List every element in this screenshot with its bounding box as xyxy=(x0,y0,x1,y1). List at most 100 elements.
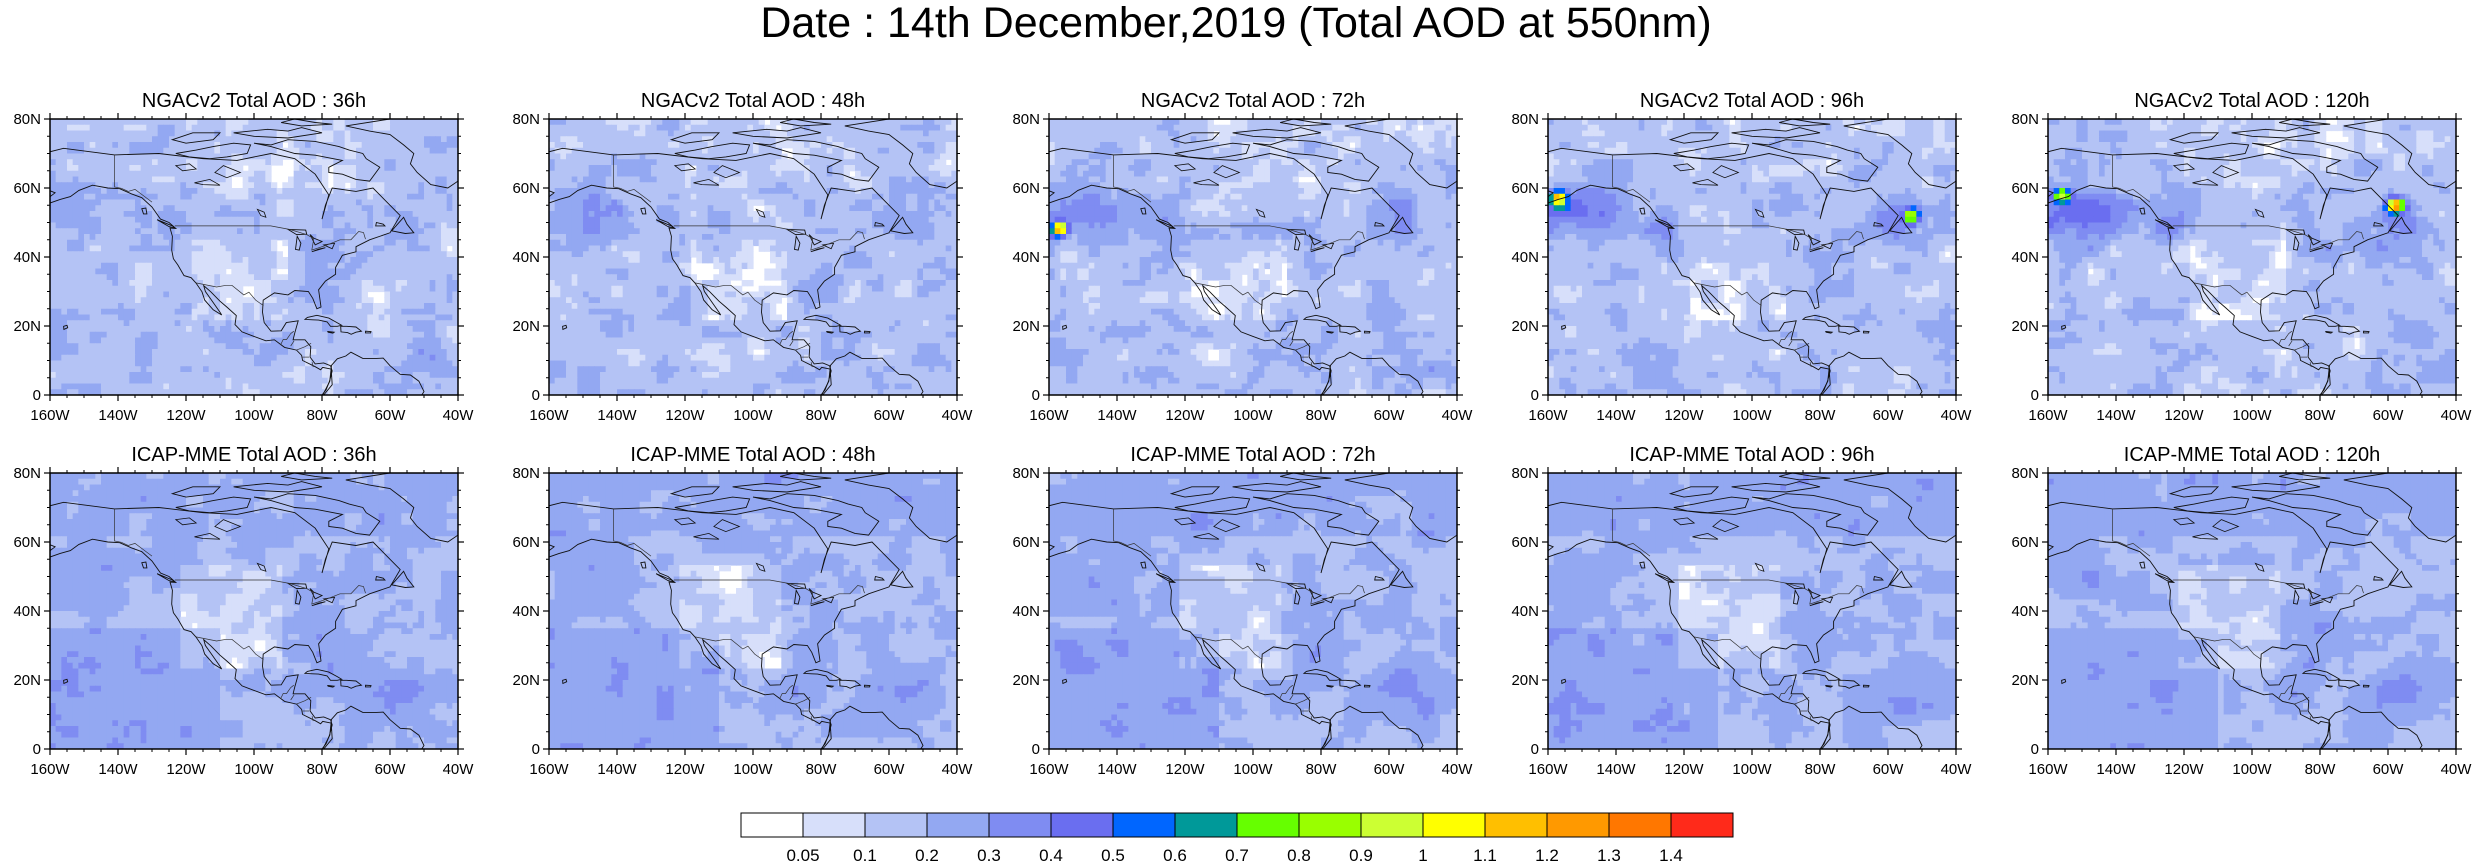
lon-tick-label: 40W xyxy=(1442,407,1474,424)
panel-title: ICAP-MME Total AOD : 120h xyxy=(2124,444,2380,467)
lon-tick-label: 100W xyxy=(1233,761,1273,778)
lat-tick-label: 0 xyxy=(532,387,540,404)
colorbar-swatch xyxy=(1174,812,1238,838)
aod-field xyxy=(1049,473,1457,749)
lat-tick-label: 20N xyxy=(1511,318,1539,335)
coastlines xyxy=(2048,119,2456,395)
lat-tick-label: 20N xyxy=(1511,672,1539,689)
figure-title: Date : 14th December,2019 (Total AOD at … xyxy=(0,0,2472,46)
lon-tick-label: 80W xyxy=(1805,407,1837,424)
lon-tick-label: 40W xyxy=(1941,761,1973,778)
lon-tick-label: 120W xyxy=(1664,407,1704,424)
lon-tick-label: 40W xyxy=(942,761,974,778)
map-panel-8: 80N 60N 40N 20N 0 160W 140W 120W 100W 80W 60W 40W xyxy=(1012,465,1473,778)
lat-tick-label: 0 xyxy=(1531,741,1539,758)
lat-tick-label: 20N xyxy=(13,672,41,689)
colorbar-swatch xyxy=(1360,812,1424,838)
lon-tick-label: 140W xyxy=(1097,761,1137,778)
lon-tick-label: 60W xyxy=(1374,407,1406,424)
lat-tick-label: 0 xyxy=(532,741,540,758)
lon-tick-label: 140W xyxy=(1596,407,1636,424)
lon-tick-label: 60W xyxy=(1873,407,1905,424)
lat-tick-label: 0 xyxy=(1032,387,1040,404)
lon-tick-label: 160W xyxy=(2028,407,2068,424)
panel-title: ICAP-MME Total AOD : 36h xyxy=(131,444,376,467)
panel-title: ICAP-MME Total AOD : 96h xyxy=(1629,444,1874,467)
panel-title: ICAP-MME Total AOD : 72h xyxy=(1130,444,1375,467)
lat-tick-label: 60N xyxy=(2011,534,2039,551)
political-boundaries xyxy=(1612,154,1864,368)
colorbar-label: 0.2 xyxy=(915,846,939,862)
coastlines xyxy=(1049,119,1457,395)
lat-tick-label: 40N xyxy=(13,603,41,620)
lat-tick-label: 0 xyxy=(2031,387,2039,404)
map-panel-9: 80N 60N 40N 20N 0 160W 140W 120W 100W 80W 60W 40W xyxy=(1511,465,1972,778)
colorbar-swatch xyxy=(1608,812,1672,838)
lon-tick-label: 100W xyxy=(2232,407,2272,424)
colorbar-label: 0.5 xyxy=(1101,846,1125,862)
colorbar-swatch xyxy=(1670,812,1734,838)
panel-title: NGACv2 Total AOD : 48h xyxy=(641,90,865,113)
lon-tick-label: 40W xyxy=(1941,407,1973,424)
lat-tick-label: 60N xyxy=(2011,180,2039,197)
lat-tick-label: 60N xyxy=(1511,534,1539,551)
lon-tick-label: 140W xyxy=(98,761,138,778)
lon-tick-label: 120W xyxy=(665,407,705,424)
panel-title: NGACv2 Total AOD : 120h xyxy=(2134,90,2369,113)
coastlines xyxy=(2048,473,2456,749)
lat-tick-label: 60N xyxy=(1511,180,1539,197)
map-panel-10: 80N 60N 40N 20N 0 160W 140W 120W 100W 80W 60W 40W xyxy=(2011,465,2472,778)
lon-tick-label: 140W xyxy=(2096,761,2136,778)
lat-tick-label: 0 xyxy=(1531,387,1539,404)
lat-tick-label: 40N xyxy=(1012,249,1040,266)
lat-tick-label: 40N xyxy=(13,249,41,266)
panel-title: NGACv2 Total AOD : 36h xyxy=(142,90,366,113)
lon-tick-label: 160W xyxy=(529,407,569,424)
lon-tick-label: 100W xyxy=(1732,761,1772,778)
lon-tick-label: 160W xyxy=(30,407,70,424)
lon-tick-label: 60W xyxy=(874,407,906,424)
colorbar-label: 0.3 xyxy=(977,846,1001,862)
map-panel-6: 80N 60N 40N 20N 0 160W 140W 120W 100W 80W 60W 40W xyxy=(13,465,474,778)
lon-tick-label: 160W xyxy=(1528,761,1568,778)
lon-tick-label: 40W xyxy=(1442,761,1474,778)
lon-tick-label: 140W xyxy=(2096,407,2136,424)
colorbar-swatch xyxy=(1546,812,1610,838)
map-panel-3: 80N 60N 40N 20N 0 160W 140W 120W 100W 80W 60W 40W xyxy=(1012,111,1473,424)
lon-tick-label: 120W xyxy=(166,407,206,424)
lon-tick-label: 60W xyxy=(874,761,906,778)
colorbar-label: 1.1 xyxy=(1473,846,1497,862)
coastlines xyxy=(549,473,957,749)
lat-tick-label: 40N xyxy=(2011,603,2039,620)
lon-tick-label: 160W xyxy=(1029,761,1069,778)
lat-tick-label: 20N xyxy=(512,672,540,689)
map-panel-4: 80N 60N 40N 20N 0 160W 140W 120W 100W 80W 60W 40W xyxy=(1511,111,1972,424)
colorbar-label: 0.9 xyxy=(1349,846,1373,862)
map-panel-5: 80N 60N 40N 20N 0 160W 140W 120W 100W 80W 60W 40W xyxy=(2011,111,2472,424)
lon-tick-label: 140W xyxy=(597,407,637,424)
lat-tick-label: 40N xyxy=(512,249,540,266)
colorbar-label: 0.05 xyxy=(786,846,819,862)
lon-tick-label: 40W xyxy=(443,761,475,778)
lat-tick-label: 80N xyxy=(1012,111,1040,128)
lon-tick-label: 160W xyxy=(529,761,569,778)
panel-title: NGACv2 Total AOD : 96h xyxy=(1640,90,1864,113)
lon-tick-label: 120W xyxy=(166,761,206,778)
colorbar-label: 0.4 xyxy=(1039,846,1063,862)
lon-tick-label: 100W xyxy=(1732,407,1772,424)
lat-tick-label: 0 xyxy=(33,741,41,758)
aod-field xyxy=(2048,119,2456,395)
lon-tick-label: 100W xyxy=(733,761,773,778)
political-boundaries xyxy=(1113,154,1365,368)
colorbar-label: 1.3 xyxy=(1597,846,1621,862)
aod-field xyxy=(1548,473,1956,749)
lon-tick-label: 120W xyxy=(1165,407,1205,424)
lon-tick-label: 100W xyxy=(234,407,274,424)
colorbar-label: 1 xyxy=(1418,846,1427,862)
lat-tick-label: 20N xyxy=(13,318,41,335)
lon-tick-label: 80W xyxy=(806,407,838,424)
lon-tick-label: 160W xyxy=(1029,407,1069,424)
coastlines xyxy=(1548,119,1956,395)
